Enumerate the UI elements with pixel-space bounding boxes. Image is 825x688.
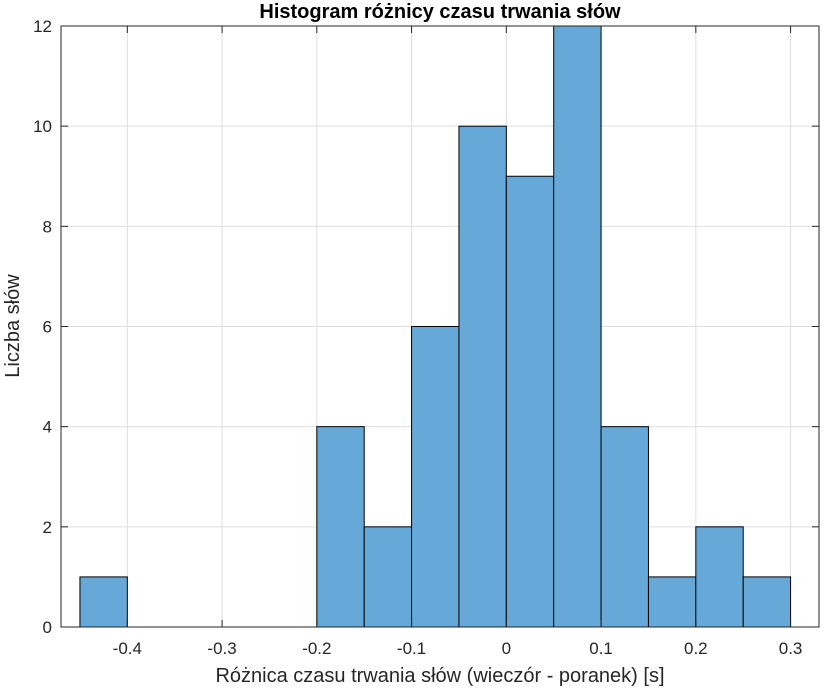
histogram-bar xyxy=(647,576,697,628)
y-axis-label: Liczba słów xyxy=(2,274,24,378)
y-tick-label: 4 xyxy=(43,418,52,437)
y-tick-label: 8 xyxy=(43,217,52,236)
x-tick-label: -0.2 xyxy=(302,639,331,658)
histogram-bars xyxy=(79,25,792,628)
y-tick-label: 0 xyxy=(43,618,52,637)
histogram-bar xyxy=(742,576,792,628)
histogram-bar xyxy=(411,326,460,628)
y-tick-label: 2 xyxy=(43,518,52,537)
histogram-bar xyxy=(553,25,602,628)
histogram-bar xyxy=(695,526,744,628)
histogram-bar xyxy=(458,125,507,628)
x-tick-label: -0.3 xyxy=(207,639,236,658)
y-tick-label: 6 xyxy=(43,318,52,337)
histogram-bar xyxy=(600,426,649,628)
x-tick-label: -0.4 xyxy=(113,639,142,658)
axis-ticks: -0.4 -0.3 -0.2 -0.1 0 0.1 0.2 0.3 0 2 4 6 8 10 12 xyxy=(33,17,819,658)
histogram-bar xyxy=(505,175,555,628)
x-tick-label: -0.1 xyxy=(397,639,426,658)
x-axis-label: Różnica czasu trwania słów (wieczór - po… xyxy=(215,665,664,687)
y-tick-label: 10 xyxy=(33,117,52,136)
x-tick-label: 0.2 xyxy=(684,639,708,658)
histogram-bar xyxy=(79,576,128,628)
x-tick-label: 0.1 xyxy=(589,639,613,658)
chart-title: Histogram różnicy czasu trwania słów xyxy=(259,1,621,23)
histogram-bar xyxy=(316,426,365,628)
x-tick-label: 0.3 xyxy=(779,639,803,658)
histogram-bar xyxy=(363,526,413,628)
y-tick-label: 12 xyxy=(33,17,52,36)
x-tick-label: 0 xyxy=(502,639,511,658)
